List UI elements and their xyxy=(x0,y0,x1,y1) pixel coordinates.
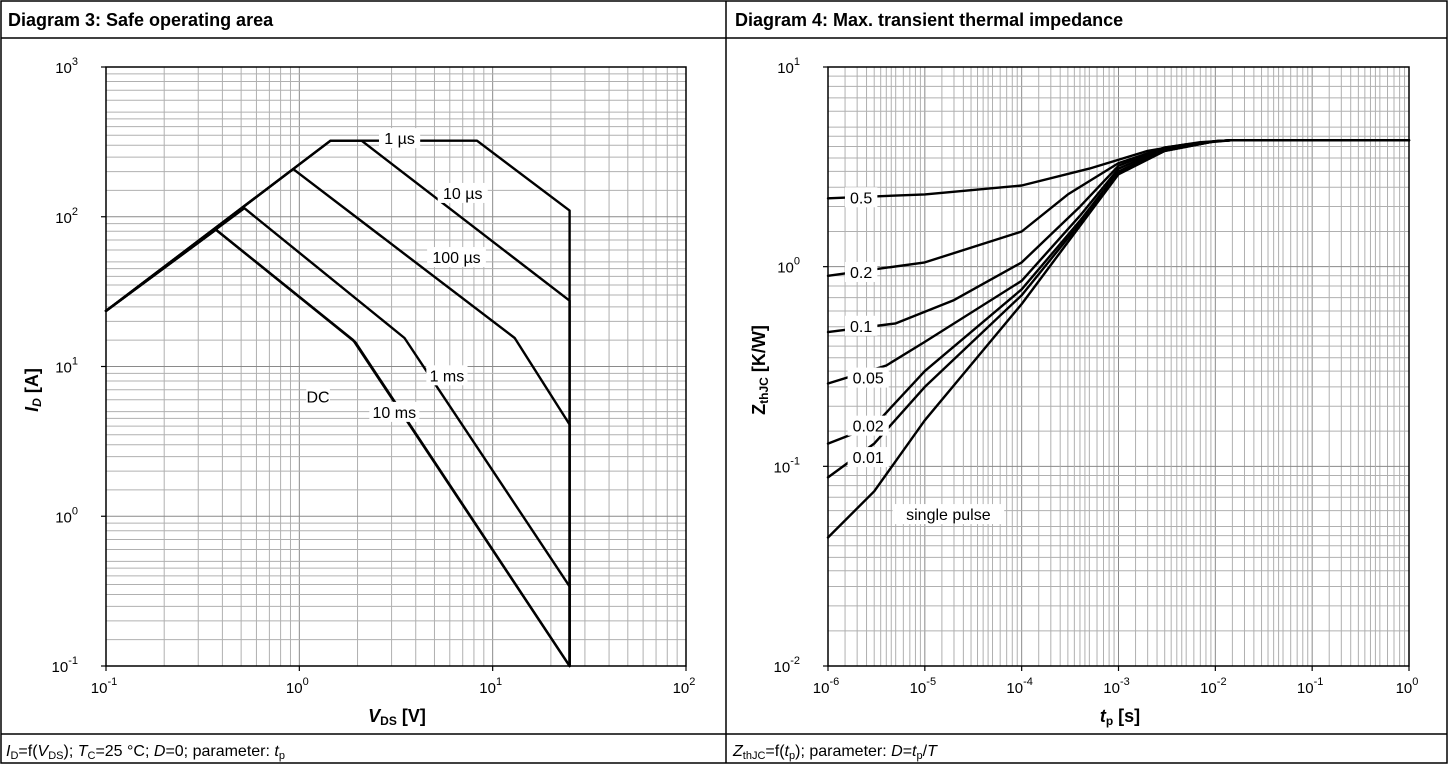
y-tick-label: 101 xyxy=(777,56,800,77)
curve-1-ms xyxy=(104,207,571,668)
left-panel-caption: ID=f(VDS); TC=25 °C; D=0; parameter: tp xyxy=(6,743,285,762)
curve-label-bg xyxy=(426,365,468,386)
curve-label-0-05: 0.05 xyxy=(853,371,884,388)
right-panel-title: Diagram 4: Max. transient thermal impeda… xyxy=(735,10,1123,30)
y-tick-label: 10-1 xyxy=(774,455,800,476)
curve-label-0-5: 0.5 xyxy=(850,190,872,207)
curve-label-100-us: 100 µs xyxy=(432,250,480,267)
curves xyxy=(104,139,571,668)
curve-label-bg xyxy=(847,447,889,468)
curve-labels: 1 µs 10 µs 100 µs 1 ms DC 10 ms xyxy=(306,128,488,422)
right-panel-caption: ZthJC=f(tp); parameter: D=tp/T xyxy=(732,743,938,762)
x-tick-label: 100 xyxy=(1396,676,1419,697)
x-tick-label: 10-3 xyxy=(1103,676,1129,697)
left-y-axis-label: ID [A] xyxy=(22,368,44,412)
curve-100-us xyxy=(104,167,571,668)
curve-label-0-1: 0.1 xyxy=(850,319,872,336)
y-tick-label: 10-2 xyxy=(774,655,800,676)
curve-label-bg xyxy=(847,415,889,436)
x-tick-label: 10-6 xyxy=(813,676,839,697)
curve-dc xyxy=(104,228,571,668)
x-tick-label: 10-4 xyxy=(1006,676,1032,697)
curve-label-bg xyxy=(892,504,1005,525)
curve-label-bg xyxy=(847,367,889,388)
curve-1-us xyxy=(104,139,571,668)
grid xyxy=(827,67,1409,667)
soa-plot: 10-1 100 101 102 10-1 100 101 102 103 1 µs 10 µs 10… xyxy=(52,56,696,697)
curves xyxy=(826,139,1411,539)
thermal-impedance-plot: 10-6 10-5 10-4 10-3 10-2 10-1 100 10-2 10-1 100 10… xyxy=(774,56,1419,697)
curve-label-1-us: 1 µs xyxy=(384,131,415,148)
curve-label-single-pulse: single pulse xyxy=(906,507,991,524)
y-tick-label: 103 xyxy=(55,56,78,77)
curve-label-0-01: 0.01 xyxy=(853,450,884,467)
curve-label-bg xyxy=(844,261,878,282)
x-tick-label: 102 xyxy=(673,676,696,697)
curve-label-0-2: 0.2 xyxy=(850,265,872,282)
right-x-axis-label: tp [s] xyxy=(1100,706,1140,728)
y-tick-label: 100 xyxy=(55,505,78,526)
y-tick-label: 10-1 xyxy=(52,655,78,676)
x-tick-label: 10-2 xyxy=(1200,676,1226,697)
curve-label-bg xyxy=(427,247,486,268)
curve-label-10-us: 10 µs xyxy=(443,186,482,203)
right-y-axis-label: ZthJC [K/W] xyxy=(749,325,771,415)
curve-label-bg xyxy=(844,315,878,336)
y-tick-label: 101 xyxy=(55,356,78,377)
curve-label-bg xyxy=(378,128,421,149)
curve-10-us xyxy=(104,139,571,668)
curve-label-0-02: 0.02 xyxy=(853,419,884,436)
y-tick-label: 100 xyxy=(777,256,800,277)
y-tick-label: 102 xyxy=(55,206,78,227)
curve-label-bg xyxy=(437,182,488,203)
x-tick-label: 10-5 xyxy=(910,676,936,697)
x-tick-label: 100 xyxy=(286,676,309,697)
x-tick-label: 101 xyxy=(479,676,502,697)
curve-label-bg xyxy=(306,386,330,407)
curve-label-bg xyxy=(369,401,420,422)
left-panel-title: Diagram 3: Safe operating area xyxy=(8,10,274,30)
left-x-axis-label: VDS [V] xyxy=(368,706,426,728)
curve-label-dc: DC xyxy=(307,390,330,407)
x-tick-label: 10-1 xyxy=(1297,676,1323,697)
curve-label-1-ms: 1 ms xyxy=(430,368,465,385)
curve-labels: 0.5 0.2 0.1 0.05 0.02 0.01 single pulse xyxy=(844,187,1005,525)
x-tick-label: 10-1 xyxy=(91,676,117,697)
curve-label-10-ms: 10 ms xyxy=(373,405,417,422)
curve-label-bg xyxy=(844,187,878,208)
grid xyxy=(105,67,686,667)
curve-single-pulse xyxy=(826,139,1411,539)
